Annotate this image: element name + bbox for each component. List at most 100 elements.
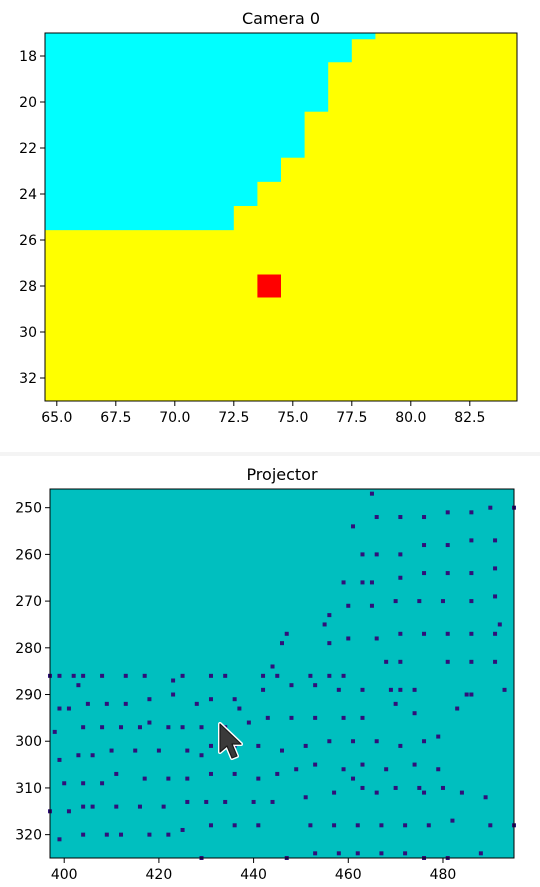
red-marker — [257, 274, 281, 298]
projector-dot — [417, 785, 422, 790]
projector-dot — [185, 799, 190, 804]
projector-dot — [289, 683, 294, 688]
projector-dot — [275, 771, 280, 776]
projector-dot — [280, 641, 284, 646]
projector-dot — [123, 673, 128, 678]
projector-dot — [232, 697, 237, 702]
projector-dot — [455, 706, 460, 711]
projector-dot — [388, 687, 393, 692]
projector-dot — [412, 711, 417, 716]
projector-dot — [374, 790, 379, 795]
y-tick-label: 26 — [19, 233, 37, 249]
projector-dot — [57, 706, 62, 711]
projector-dot — [166, 776, 171, 781]
projector-dot — [488, 505, 493, 510]
projector-dot — [360, 687, 365, 692]
camera-0-figure: Camera 0 65.0 67.5 70.0 72.5 75.0 77.5 80.0 82.… — [19, 9, 518, 426]
projector-dot — [422, 739, 427, 744]
projector-dot — [313, 851, 318, 856]
projector-dot — [119, 725, 124, 730]
projector-dot — [81, 673, 86, 678]
projector-dot — [497, 622, 502, 627]
projector-dot — [398, 743, 403, 748]
x-tick-label: 460 — [335, 867, 362, 883]
projector-dot — [398, 515, 403, 520]
projector-dot — [493, 538, 498, 543]
projector-dot — [403, 823, 408, 828]
projector-dot — [81, 725, 86, 730]
projector-dot — [360, 785, 365, 790]
projector-dot — [393, 701, 398, 706]
projector-dot — [398, 631, 403, 636]
projector-dot — [327, 739, 332, 744]
projector-dot — [199, 753, 204, 758]
projector-dot — [436, 767, 441, 772]
projector-dot — [398, 552, 403, 557]
cyan-region-band — [45, 33, 376, 40]
plot-frame — [44, 32, 518, 402]
projector-dot — [351, 524, 356, 529]
y-tick-label: 28 — [19, 279, 37, 295]
projector-dot — [422, 631, 427, 636]
projector-dot — [369, 603, 374, 608]
projector-dot — [355, 851, 360, 856]
cyan-region-band — [45, 157, 281, 182]
projector-dot — [412, 762, 417, 767]
projector-dot — [379, 851, 384, 856]
projector-dot — [374, 552, 379, 557]
projector-dot — [251, 799, 256, 804]
projector-figure: Projector 400 420 440 460 480 250 260 270 280 290… — [0, 456, 540, 887]
projector-dot — [493, 594, 498, 599]
projector-dot — [398, 659, 403, 664]
projector-dot — [104, 701, 109, 706]
projector-dot — [194, 701, 199, 706]
projector-dot — [436, 734, 441, 739]
projector-dot — [374, 636, 379, 641]
cyan-region-band — [45, 181, 258, 206]
projector-dot — [71, 673, 76, 678]
projector-dot — [502, 687, 507, 692]
projector-dot — [313, 683, 318, 688]
y-tick-label: 250 — [15, 501, 42, 517]
projector-dot — [294, 767, 299, 772]
projector-dot — [322, 622, 327, 627]
projector-dot — [374, 739, 379, 744]
projector-dot — [114, 771, 119, 776]
x-tick-label: 65.0 — [41, 410, 72, 426]
projector-dot — [90, 804, 95, 809]
y-tick-label: 300 — [15, 734, 42, 750]
projector-dot — [208, 823, 213, 828]
projector-dot — [90, 753, 95, 758]
projector-dot — [379, 823, 384, 828]
cyan-region-band — [45, 38, 352, 63]
projector-dot — [469, 692, 474, 697]
projector-dot — [464, 692, 469, 697]
projector-dot — [341, 715, 346, 720]
y-tick-label: 320 — [15, 828, 42, 844]
projector-dot — [440, 599, 445, 604]
y-tick-label: 20 — [19, 95, 37, 111]
mouse-pointer-icon — [218, 722, 243, 760]
projector-dot — [327, 673, 332, 678]
projector-dot — [275, 673, 280, 678]
x-tick-label: 70.0 — [159, 410, 190, 426]
projector-dot — [469, 571, 474, 576]
projector-dot — [142, 673, 147, 678]
projector-dot — [256, 743, 261, 748]
projector-dot — [104, 832, 109, 837]
projector-dot — [66, 706, 71, 711]
projector-dot — [256, 776, 261, 781]
projector-dot — [137, 725, 142, 730]
projector-dot — [256, 823, 261, 828]
projector-dot — [360, 762, 365, 767]
projector-dot — [412, 687, 417, 692]
projector-dot — [284, 631, 289, 636]
projector-dot — [332, 823, 337, 828]
projector-dot — [270, 664, 275, 669]
panel-divider — [0, 452, 540, 456]
projector-dot — [369, 580, 374, 585]
x-tick-label: 400 — [51, 867, 78, 883]
projector-dot — [341, 580, 346, 585]
projector-dot — [81, 804, 86, 809]
y-tick-label: 22 — [19, 141, 37, 157]
